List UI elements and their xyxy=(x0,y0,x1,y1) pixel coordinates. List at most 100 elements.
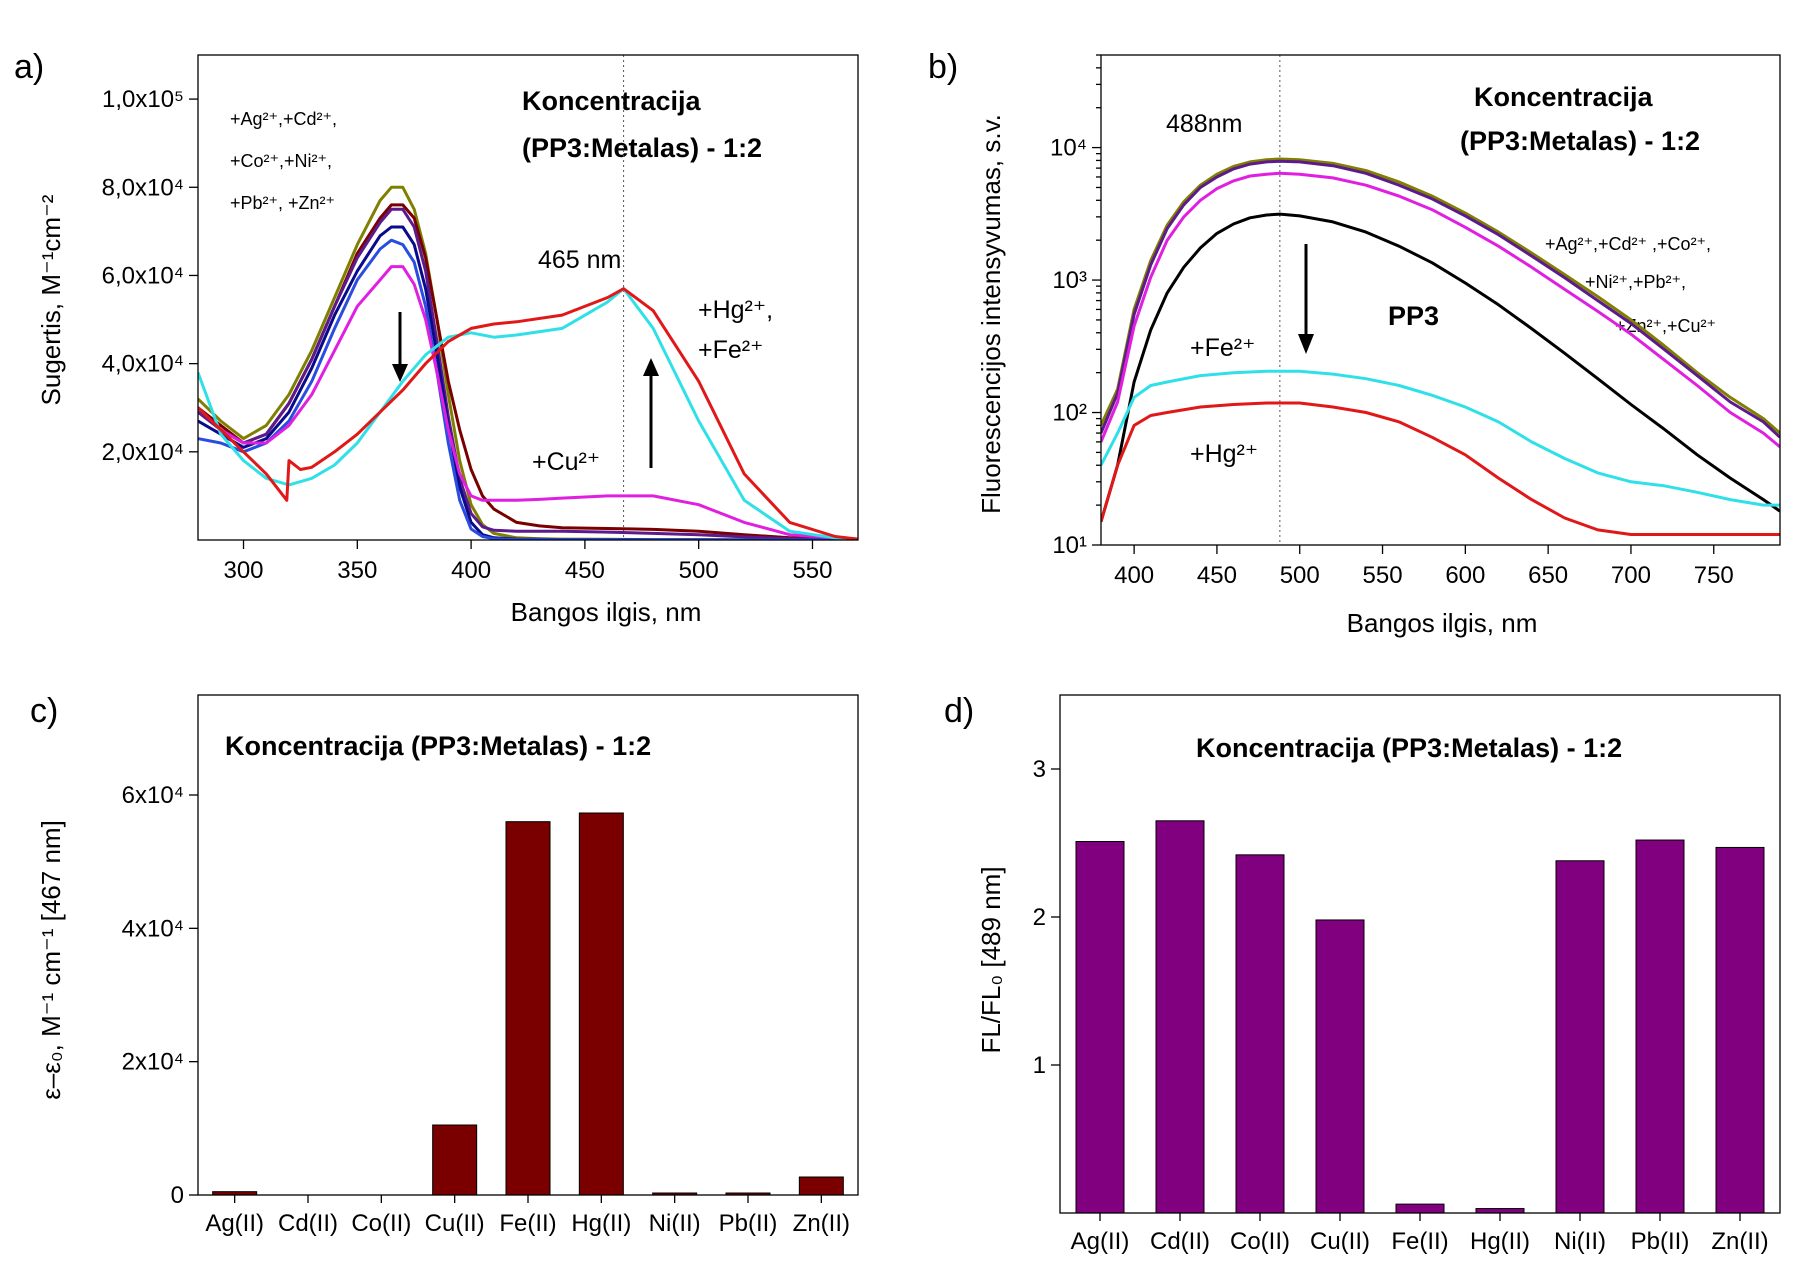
panel-d-category-label: Hg(II) xyxy=(1470,1228,1530,1255)
panel-b-x-tick-label: 650 xyxy=(1528,562,1568,589)
panel-b: b) Bangos ilgis, nm Fluorescencijos inte… xyxy=(928,48,1781,638)
panel-c-bar xyxy=(578,812,624,1196)
panel-c-bar xyxy=(432,1124,478,1196)
panel-d-y-tick-label: 3 xyxy=(1033,756,1046,783)
panel-c-label: c) xyxy=(30,692,58,730)
panel-b-x-tick-label: 400 xyxy=(1114,562,1154,589)
panel-a-plot-frame xyxy=(197,54,859,541)
panel-b-y-tick-label: 10⁴ xyxy=(1050,135,1087,162)
panel-c-category-label: Fe(II) xyxy=(499,1210,556,1237)
panel-a-y-tick-label: 1,0x10⁵ xyxy=(102,86,184,113)
panel-b-peak-label: 488nm xyxy=(1166,110,1242,138)
panel-a-series-line xyxy=(198,287,858,540)
panel-c: c) ε–ε₀, M⁻¹ cm⁻¹ [467 nm] Koncentracija… xyxy=(30,692,859,1237)
panel-c-title: Koncentracija (PP3:Metalas) - 1:2 xyxy=(225,731,651,761)
panel-a-x-tick-label: 450 xyxy=(565,557,605,584)
panel-a-label: a) xyxy=(14,48,44,86)
panel-d-y-axis-label: FL/FL₀ [489 nm] xyxy=(976,866,1006,1053)
panel-a-x-tick-label: 350 xyxy=(337,557,377,584)
panel-a-concentration-line2: (PP3:Metalas) - 1:2 xyxy=(522,133,762,163)
panel-c-y-tick-label: 4x10⁴ xyxy=(122,915,184,942)
panel-b-concentration-line1: Koncentracija xyxy=(1474,82,1654,112)
panel-b-y-axis-label: Fluorescencijos intensyvumas, s.v. xyxy=(976,114,1006,514)
panel-a-x-tick-label: 550 xyxy=(792,557,832,584)
panel-a-concentration-line1: Koncentracija xyxy=(522,86,702,116)
panel-d-bar xyxy=(1395,1203,1445,1214)
panel-d-plot-frame xyxy=(1059,694,1781,1214)
panel-d-bar xyxy=(1555,860,1605,1214)
panel-b-down-arrowhead xyxy=(1298,334,1314,354)
panel-d-category-label: Cd(II) xyxy=(1150,1228,1210,1255)
panel-a-x-axis-label: Bangos ilgis, nm xyxy=(511,597,702,627)
panel-d-label: d) xyxy=(944,692,974,730)
panel-a: a) Bangos ilgis, nm Sugertis, M⁻¹cm⁻² Ko… xyxy=(14,48,859,627)
panel-d-bar xyxy=(1075,841,1125,1214)
panel-d-y-tick-label: 2 xyxy=(1033,904,1046,931)
panel-c-y-tick-label: 0 xyxy=(171,1182,184,1209)
panel-a-ions-line1: +Ag²⁺,+Cd²⁺, xyxy=(230,109,337,129)
panel-b-label: b) xyxy=(928,48,958,86)
panel-b-series-group xyxy=(1101,157,1780,536)
panel-b-y-tick-label: 10² xyxy=(1052,400,1087,427)
panel-a-y-tick-label: 4,0x10⁴ xyxy=(102,351,184,378)
panel-b-pp3-label: PP3 xyxy=(1388,301,1439,331)
panel-b-series-line xyxy=(1101,159,1780,439)
panel-b-series-line xyxy=(1101,369,1780,507)
panel-b-ions-line1: +Ag²⁺,+Cd²⁺ ,+Co²⁺, xyxy=(1545,234,1711,254)
panel-b-x-tick-label: 700 xyxy=(1611,562,1651,589)
panel-d-bar xyxy=(1155,820,1205,1214)
panel-b-x-axis-label: Bangos ilgis, nm xyxy=(1347,608,1538,638)
panel-d: d) FL/FL₀ [489 nm] Koncentracija (PP3:Me… xyxy=(944,692,1781,1255)
panel-a-ions-line2: +Co²⁺,+Ni²⁺, xyxy=(230,151,332,171)
panel-d-category-label: Pb(II) xyxy=(1631,1228,1690,1255)
panel-b-x-tick-label: 450 xyxy=(1197,562,1237,589)
panel-b-series-line xyxy=(1101,401,1780,536)
panel-b-x-tick-label: 750 xyxy=(1694,562,1734,589)
panel-d-category-label: Co(II) xyxy=(1230,1228,1290,1255)
panel-d-bar xyxy=(1635,839,1685,1214)
panel-d-y-tick-label: 1 xyxy=(1033,1052,1046,1079)
panel-a-series-line xyxy=(198,265,858,540)
panel-b-series-line xyxy=(1101,157,1780,435)
panel-a-y-tick-label: 6,0x10⁴ xyxy=(102,262,184,289)
panel-c-category-label: Pb(II) xyxy=(719,1210,778,1237)
panel-b-y-tick-label: 10³ xyxy=(1052,267,1087,294)
panel-a-peak-label: 465 nm xyxy=(538,246,621,274)
panel-c-plot-frame xyxy=(197,694,859,1196)
panel-b-ions-line2: +Ni²⁺,+Pb²⁺, xyxy=(1585,272,1686,292)
panel-a-cu-label: +Cu²⁺ xyxy=(532,448,600,476)
panel-c-category-label: Cu(II) xyxy=(425,1210,485,1237)
panel-c-category-label: Ag(II) xyxy=(205,1210,264,1237)
panel-d-bar xyxy=(1715,846,1765,1214)
panel-c-y-tick-label: 6x10⁴ xyxy=(122,782,184,809)
panel-d-bar xyxy=(1235,854,1285,1214)
panel-d-bar xyxy=(1475,1208,1525,1214)
panel-d-bar xyxy=(1315,919,1365,1214)
panel-b-x-tick-label: 500 xyxy=(1280,562,1320,589)
panel-a-x-tick-label: 500 xyxy=(679,557,719,584)
panel-a-down-arrowhead xyxy=(392,364,408,382)
panel-c-y-axis-label: ε–ε₀, M⁻¹ cm⁻¹ [467 nm] xyxy=(36,820,66,1100)
panel-a-fe-label: +Fe²⁺ xyxy=(698,336,763,364)
panel-b-series-line xyxy=(1101,212,1780,523)
panel-a-hg-label: +Hg²⁺, xyxy=(698,296,773,324)
panel-d-category-label: Ni(II) xyxy=(1554,1228,1606,1255)
panel-a-x-tick-label: 300 xyxy=(223,557,263,584)
panel-b-series-line xyxy=(1101,171,1780,449)
panel-d-category-label: Zn(II) xyxy=(1711,1228,1768,1255)
panel-c-bar xyxy=(798,1176,844,1196)
panel-a-series-line xyxy=(198,225,858,540)
panel-a-ions-line3: +Pb²⁺, +Zn²⁺ xyxy=(230,193,335,213)
panel-d-category-label: Fe(II) xyxy=(1391,1228,1448,1255)
panel-b-x-tick-label: 550 xyxy=(1363,562,1403,589)
panel-b-hg-label: +Hg²⁺ xyxy=(1190,440,1258,468)
panel-c-category-label: Ni(II) xyxy=(649,1210,701,1237)
panel-d-category-label: Cu(II) xyxy=(1310,1228,1370,1255)
panel-c-category-label: Hg(II) xyxy=(571,1210,631,1237)
panel-c-category-label: Co(II) xyxy=(351,1210,411,1237)
panel-b-concentration-line2: (PP3:Metalas) - 1:2 xyxy=(1460,126,1700,156)
panel-c-category-label: Zn(II) xyxy=(793,1210,850,1237)
panel-b-fe-label: +Fe²⁺ xyxy=(1190,334,1255,362)
panel-a-y-tick-label: 2,0x10⁴ xyxy=(102,439,184,466)
